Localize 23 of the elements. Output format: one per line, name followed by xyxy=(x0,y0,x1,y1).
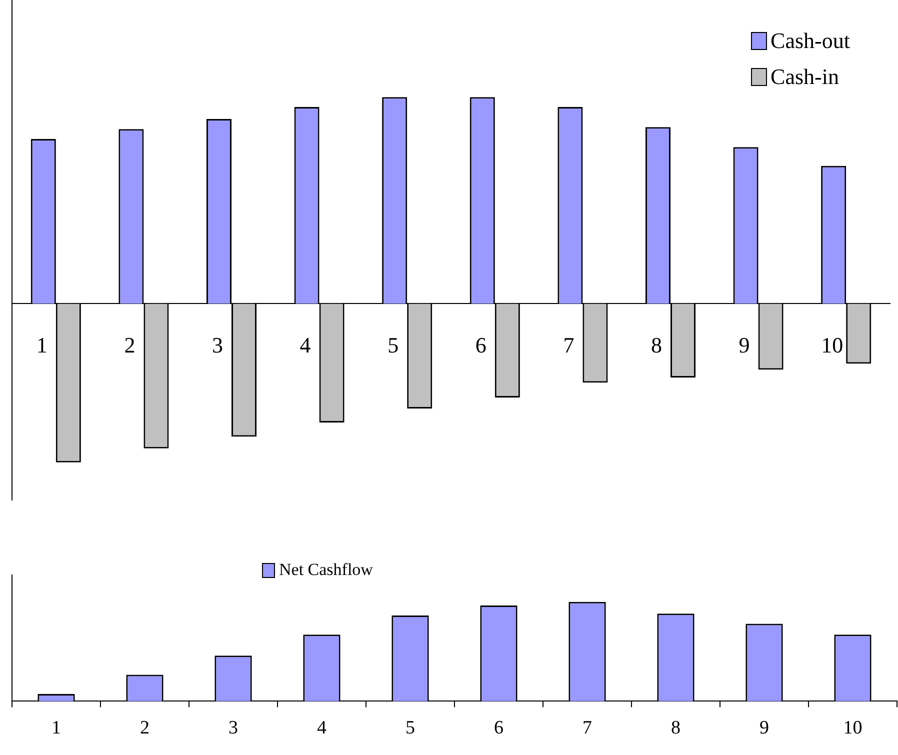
x-tick-label: 10 xyxy=(843,718,862,739)
x-tick-label: 10 xyxy=(821,332,844,358)
x-tick-label: 1 xyxy=(52,718,61,739)
x-tick-label: 8 xyxy=(671,718,680,739)
legend-label: Net Cashflow xyxy=(279,560,373,580)
x-tick-label: 4 xyxy=(317,718,327,739)
x-tick-label: 2 xyxy=(124,332,136,358)
x-tick-label: 3 xyxy=(212,332,223,358)
x-tick-label: 1 xyxy=(36,332,48,358)
legend-label: Cash-in xyxy=(770,64,839,90)
x-tick-label: 6 xyxy=(475,332,486,358)
x-tick-label: 5 xyxy=(406,718,415,739)
x-tick-label: 7 xyxy=(563,332,574,358)
legend-label: Cash-out xyxy=(770,28,850,54)
x-tick-label: 9 xyxy=(760,718,769,739)
x-tick-label: 6 xyxy=(494,718,504,739)
x-tick-label: 9 xyxy=(738,332,750,358)
x-tick-label: 4 xyxy=(300,332,311,358)
x-tick-label: 5 xyxy=(388,332,399,358)
x-tick-label: 7 xyxy=(582,718,592,739)
x-tick-label: 2 xyxy=(140,718,150,739)
x-tick-label: 8 xyxy=(651,332,662,358)
x-tick-label: 3 xyxy=(228,718,238,739)
